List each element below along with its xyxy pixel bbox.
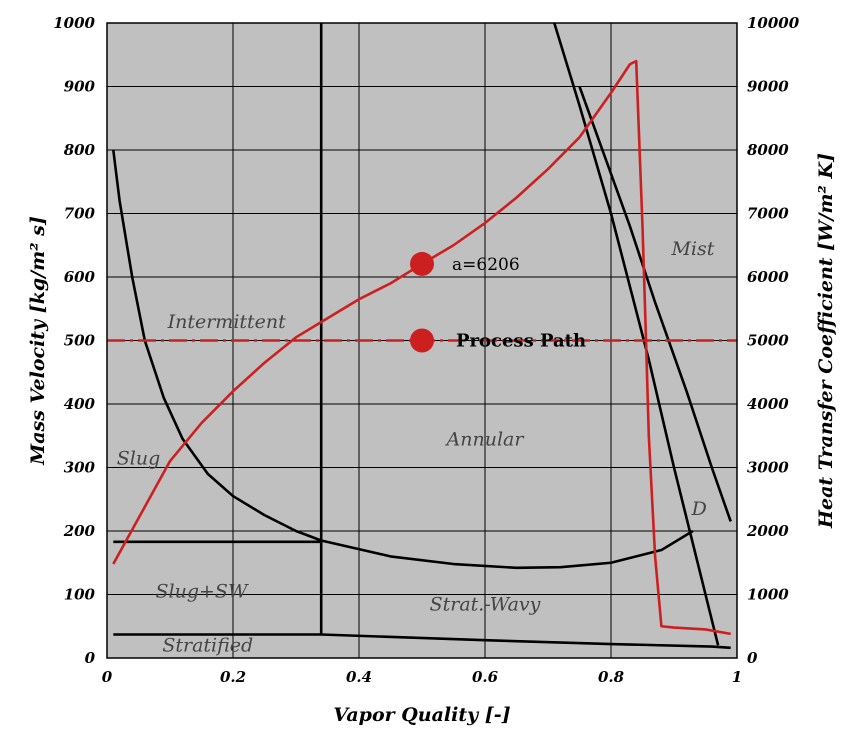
point-label-0: a=6206 <box>452 255 520 275</box>
x-tick-label-0: 0 <box>102 668 113 686</box>
y2-tick-label-10: 10000 <box>747 14 800 32</box>
boundary-mist <box>578 86 732 522</box>
x-tick-label-2: 0.4 <box>346 668 372 686</box>
series-heat-transfer-coefficient <box>112 59 731 636</box>
y2-tick-label-1: 1000 <box>747 586 789 604</box>
y-tick-label-7: 700 <box>64 205 96 223</box>
y2-tick-label-2: 2000 <box>746 522 789 540</box>
y2-tick-labels: 0 1000 2000 3000 4000 5000 6000 7000 8000 9000 100… <box>746 14 800 667</box>
y-tick-label-4: 400 <box>64 395 96 413</box>
y2-axis-title: Heat Transfer Coefficient [W/m² K] <box>815 153 837 529</box>
boundary-dryout <box>553 23 720 646</box>
region-label-0: Intermittent <box>167 311 287 333</box>
region-label-2: Annular <box>445 428 526 450</box>
x-tick-label-4: 0.8 <box>598 668 625 686</box>
y-axis-title: Mass Velocity [kg/m² s] <box>27 216 49 466</box>
y-tick-label-3: 300 <box>64 459 96 477</box>
y-tick-labels: 0 100 200 300 400 500 600 700 800 900 1000 <box>53 14 95 667</box>
point-label-1: Process Path <box>456 331 586 352</box>
regime-labels: Intermittent Slug Annular Mist D Slug+SW Strat… <box>117 238 715 657</box>
point-1 <box>410 328 434 353</box>
region-label-6: Strat.-Wavy <box>430 593 541 615</box>
y-tick-label-1: 100 <box>64 586 96 604</box>
y2-tick-label-8: 8000 <box>747 141 789 159</box>
point-0 <box>410 251 434 276</box>
y-tick-label-10: 1000 <box>53 14 95 32</box>
x-tick-label-5: 1 <box>732 668 742 686</box>
x-tick-label-1: 0.2 <box>220 668 246 686</box>
y2-tick-label-0: 0 <box>747 649 758 667</box>
region-label-3: Mist <box>670 238 714 260</box>
y-tick-label-2: 200 <box>63 522 96 540</box>
boundary-stratified-wavy <box>113 529 694 570</box>
plot-frame <box>106 22 738 659</box>
y2-tick-label-4: 4000 <box>747 395 789 413</box>
y2-tick-label-5: 5000 <box>747 332 789 350</box>
y2-tick-label-3: 3000 <box>747 459 789 477</box>
region-label-4: D <box>691 498 707 520</box>
grid <box>106 22 738 659</box>
y2-tick-label-7: 7000 <box>747 205 789 223</box>
regime-boundaries <box>112 23 732 650</box>
data-points: a=6206 Process Path <box>410 251 586 353</box>
region-label-5: Slug+SW <box>156 581 249 603</box>
x-tick-labels: 0 0.2 0.4 0.6 0.8 1 <box>102 668 742 686</box>
boundary-stratified <box>113 633 731 650</box>
y2-tick-label-9: 9000 <box>747 78 789 96</box>
x-axis-title: Vapor Quality [-] <box>333 704 510 726</box>
region-label-7: Stratified <box>162 635 253 657</box>
boundary-slug-intermittent <box>112 149 322 542</box>
y-tick-label-5: 500 <box>64 332 96 350</box>
y-tick-label-0: 0 <box>85 649 96 667</box>
x-tick-label-3: 0.6 <box>472 668 499 686</box>
y2-tick-label-6: 6000 <box>747 268 789 286</box>
region-label-1: Slug <box>117 447 161 469</box>
y-tick-label-9: 900 <box>64 78 96 96</box>
y-tick-label-6: 600 <box>64 268 96 286</box>
y-tick-label-8: 800 <box>64 141 96 159</box>
